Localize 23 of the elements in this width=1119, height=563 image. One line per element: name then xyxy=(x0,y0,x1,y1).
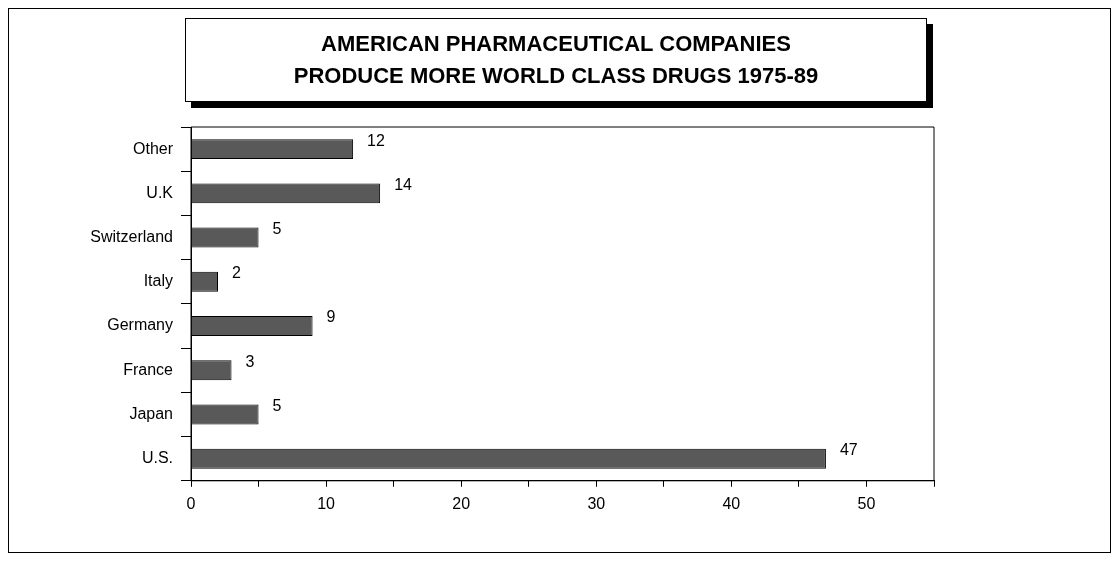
y-tick-label: Germany xyxy=(107,316,173,334)
y-tick-label: Other xyxy=(132,139,174,157)
y-tick-label: Switzerland xyxy=(90,227,173,245)
x-tick-label: 50 xyxy=(857,494,876,512)
data-label: 14 xyxy=(394,175,413,193)
data-label: 2 xyxy=(232,264,242,282)
y-tick-label: U.S. xyxy=(141,449,173,467)
data-label: 12 xyxy=(367,131,386,149)
x-tick-label: 0 xyxy=(186,494,196,512)
y-tick-label: France xyxy=(123,360,174,378)
x-tick-label: 40 xyxy=(722,494,741,512)
x-tick-label: 30 xyxy=(587,494,606,512)
data-label: 47 xyxy=(839,441,858,459)
y-tick-label: Italy xyxy=(143,272,173,290)
y-tick-label: U.K xyxy=(146,183,174,201)
chart-title: AMERICAN PHARMACEUTICAL COMPANIES PRODUCE MORE WORLD CLASS DRUGS 1975-89 xyxy=(185,18,927,102)
data-label: 3 xyxy=(245,352,255,370)
x-tick-label: 10 xyxy=(317,494,336,512)
x-tick-label: 20 xyxy=(452,494,471,512)
data-label: 9 xyxy=(326,308,336,326)
y-tick-label: Japan xyxy=(129,404,173,422)
data-label: 5 xyxy=(272,219,282,237)
data-label: 5 xyxy=(272,396,282,414)
